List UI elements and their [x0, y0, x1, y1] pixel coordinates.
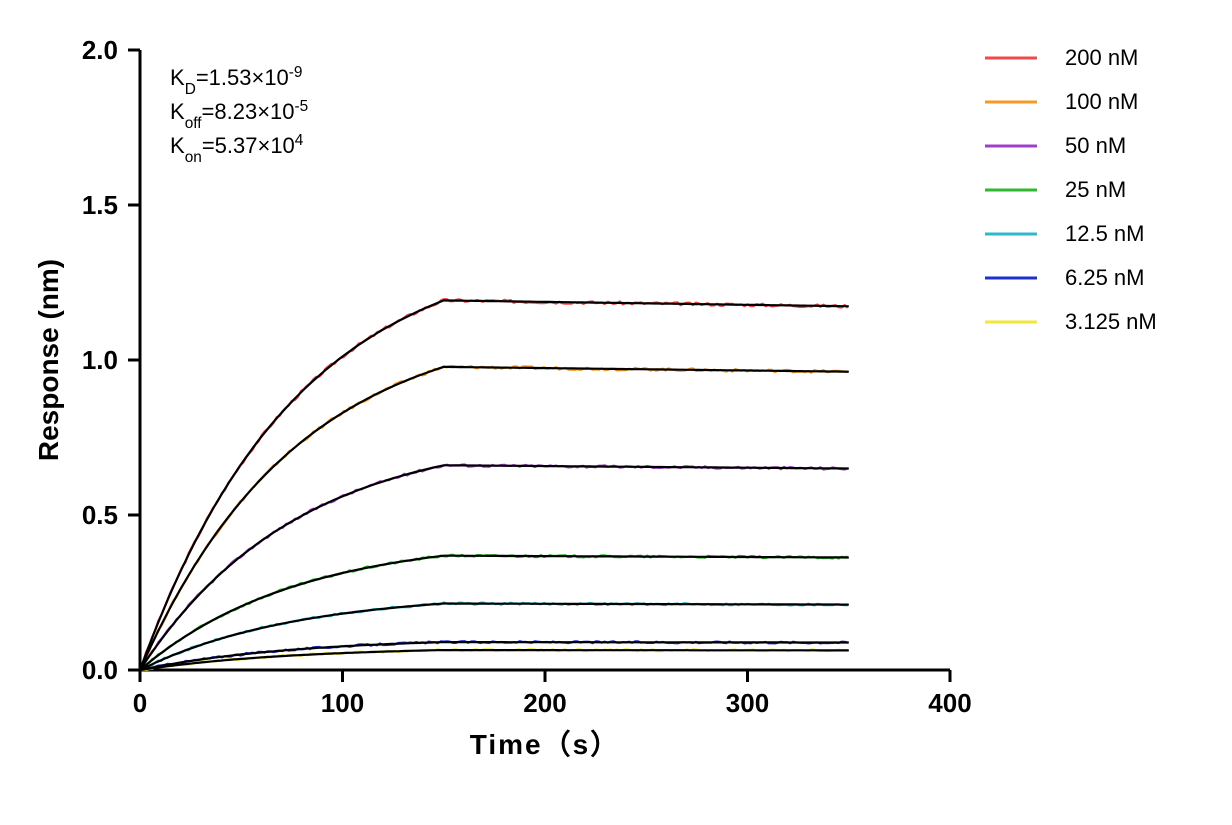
y-tick-label: 0.0 — [82, 655, 118, 685]
x-tick-label: 300 — [726, 688, 769, 718]
x-axis-label: Time（s） — [470, 728, 620, 760]
fit-line — [140, 642, 849, 670]
y-tick-label: 0.5 — [82, 500, 118, 530]
series-line — [140, 366, 848, 670]
fit-line — [140, 300, 849, 670]
x-tick-label: 0 — [133, 688, 147, 718]
series-line — [140, 299, 848, 670]
legend-label: 100 nM — [1065, 89, 1138, 114]
kinetics-annotation: Koff=8.23×10-5 — [170, 98, 308, 132]
kinetics-annotation: KD=1.53×10-9 — [170, 64, 302, 98]
kinetics-chart: 0 100 200 300 400 0.0 0.5 1.0 1.5 2.0 Time（s） Respo… — [0, 0, 1232, 825]
chart-svg: 0 100 200 300 400 0.0 0.5 1.0 1.5 2.0 Time（s） Respo… — [0, 0, 1232, 825]
x-tick-label: 400 — [928, 688, 971, 718]
legend-label: 25 nM — [1065, 177, 1126, 202]
legend-label: 6.25 nM — [1065, 265, 1145, 290]
kinetics-annotation: Kon=5.37×104 — [170, 132, 304, 166]
y-axis-label: Response (nm) — [33, 259, 64, 461]
x-tick-label: 100 — [321, 688, 364, 718]
y-tick-label: 1.0 — [82, 345, 118, 375]
legend-label: 200 nM — [1065, 45, 1138, 70]
y-tick-label: 2.0 — [82, 35, 118, 65]
legend-label: 3.125 nM — [1065, 309, 1157, 334]
legend-label: 12.5 nM — [1065, 221, 1145, 246]
y-tick-label: 1.5 — [82, 190, 118, 220]
fit-line — [140, 367, 849, 670]
series-line — [140, 641, 848, 670]
x-tick-label: 200 — [523, 688, 566, 718]
legend-label: 50 nM — [1065, 133, 1126, 158]
